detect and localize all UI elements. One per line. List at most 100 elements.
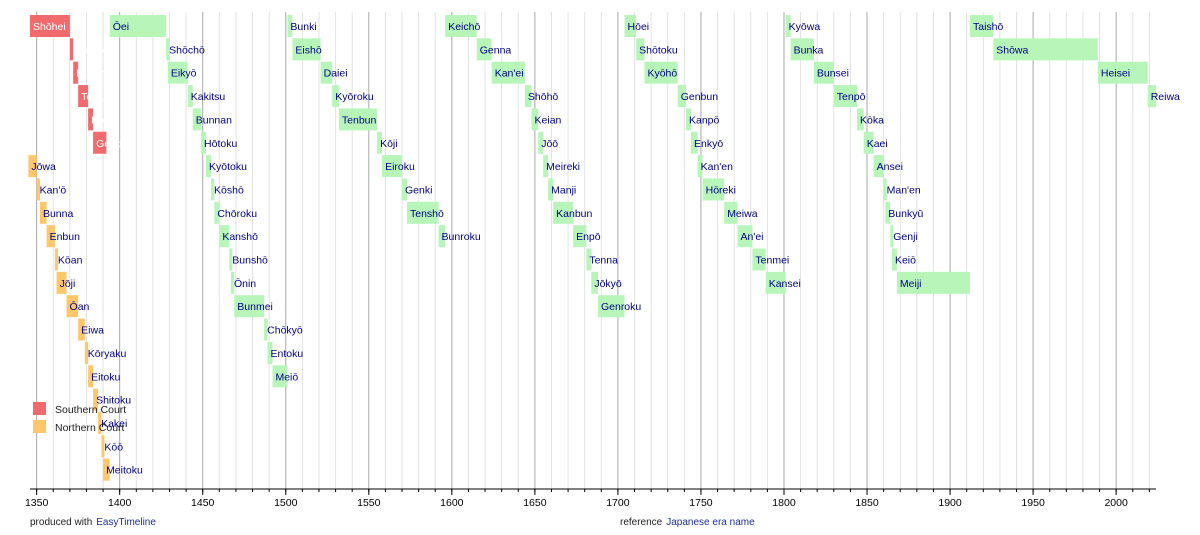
era-label-50: Keian bbox=[535, 114, 562, 126]
era-label-21: Shōchō bbox=[169, 44, 205, 56]
era-label-53: Manji bbox=[551, 184, 576, 196]
era-bar-63 bbox=[686, 108, 691, 131]
x-tick-label-0: 1350 bbox=[25, 497, 49, 509]
era-label-34: Entoku bbox=[270, 348, 303, 360]
era-bar-53 bbox=[548, 178, 554, 201]
japanese-era-name-link[interactable]: Japanese era name bbox=[666, 517, 755, 528]
era-label-49: Shōhō bbox=[528, 91, 559, 103]
era-bar-69 bbox=[752, 248, 766, 271]
x-tick-label-1: 1400 bbox=[108, 497, 132, 509]
legend-swatch-northern bbox=[33, 420, 46, 433]
era-label-17: Kakei bbox=[101, 418, 127, 430]
era-label-59: Hōei bbox=[628, 21, 650, 33]
era-bar-34 bbox=[267, 341, 273, 364]
x-tick-label-6: 1650 bbox=[523, 497, 547, 509]
easytimeline-link[interactable]: EasyTimeline bbox=[96, 517, 156, 528]
era-bar-25 bbox=[201, 131, 207, 154]
era-bar-19 bbox=[103, 458, 110, 481]
era-label-55: Enpō bbox=[576, 231, 601, 243]
era-label-72: Bunka bbox=[794, 44, 824, 56]
era-label-85: Heisei bbox=[1101, 68, 1130, 80]
era-bar-85 bbox=[1097, 61, 1148, 84]
footer-reference: reference Japanese era name bbox=[620, 517, 755, 528]
era-bar-75 bbox=[857, 108, 864, 131]
era-bar-60 bbox=[636, 38, 645, 61]
era-label-54: Kanbun bbox=[556, 208, 592, 220]
era-label-19: Meitoku bbox=[106, 465, 143, 477]
era-label-7: Kan'ō bbox=[40, 184, 67, 196]
era-bar-1 bbox=[69, 38, 74, 61]
era-label-83: Taishō bbox=[973, 21, 1004, 33]
era-bar-58 bbox=[597, 295, 625, 318]
era-label-13: Eiwa bbox=[81, 325, 104, 337]
era-label-66: Hōreki bbox=[706, 184, 736, 196]
grid-lines bbox=[36, 12, 1150, 489]
era-bar-66 bbox=[702, 178, 725, 201]
era-label-78: Man'en bbox=[887, 184, 921, 196]
era-label-4: Kōwa bbox=[91, 114, 117, 126]
era-bar-18 bbox=[101, 435, 105, 458]
era-bar-42 bbox=[382, 155, 403, 178]
x-tick-label-13: 2000 bbox=[1104, 497, 1128, 509]
era-label-67: Meiwa bbox=[727, 208, 758, 220]
era-bar-38 bbox=[320, 61, 333, 84]
era-bar-59 bbox=[624, 15, 637, 37]
era-bar-29 bbox=[219, 225, 230, 248]
era-label-75: Kōka bbox=[860, 114, 884, 126]
era-bar-52 bbox=[543, 155, 549, 178]
era-label-6: Jōwa bbox=[31, 161, 56, 173]
era-bar-32 bbox=[234, 295, 265, 318]
era-label-5: Genchū bbox=[96, 138, 133, 150]
era-label-32: Bunmei bbox=[237, 301, 273, 313]
era-label-1: Kentoku bbox=[73, 44, 112, 56]
legend-southern-court: Southern Court bbox=[33, 402, 126, 416]
x-tick-label-2: 1450 bbox=[191, 497, 215, 509]
era-label-51: Jōō bbox=[541, 138, 558, 150]
era-bar-45 bbox=[438, 225, 446, 248]
era-bar-46 bbox=[445, 15, 477, 37]
era-bar-13 bbox=[78, 318, 85, 341]
x-tick-label-5: 1600 bbox=[440, 497, 464, 509]
era-bar-61 bbox=[644, 61, 678, 84]
era-label-28: Chōroku bbox=[217, 208, 257, 220]
era-bar-86 bbox=[1147, 85, 1156, 108]
era-label-36: Bunki bbox=[290, 21, 316, 33]
x-tick-label-4: 1550 bbox=[357, 497, 381, 509]
era-bar-67 bbox=[724, 201, 738, 224]
era-bar-15 bbox=[88, 365, 94, 388]
era-label-16: Shitoku bbox=[96, 395, 131, 407]
era-label-9: Enbun bbox=[50, 231, 81, 243]
era-bar-51 bbox=[538, 131, 544, 154]
era-label-39: Kyōroku bbox=[335, 91, 374, 103]
era-bar-76 bbox=[863, 131, 874, 154]
footer-produced-with: produced with EasyTimeline bbox=[30, 517, 156, 528]
era-bar-11 bbox=[56, 271, 67, 294]
era-bar-40 bbox=[338, 108, 378, 131]
reference-text: reference bbox=[620, 517, 663, 528]
x-tick-label-10: 1850 bbox=[855, 497, 879, 509]
era-label-61: Kyōhō bbox=[647, 68, 677, 80]
era-bar-81 bbox=[891, 248, 897, 271]
era-label-8: Bunna bbox=[43, 208, 74, 220]
era-bar-64 bbox=[690, 131, 698, 154]
era-bar-41 bbox=[377, 131, 383, 154]
x-tick-label-11: 1900 bbox=[938, 497, 962, 509]
era-label-2: Bunchū bbox=[76, 68, 112, 80]
era-label-73: Bunsei bbox=[817, 68, 849, 80]
era-bar-4 bbox=[88, 108, 94, 131]
era-bar-57 bbox=[591, 271, 598, 294]
era-label-14: Kōryaku bbox=[88, 348, 127, 360]
x-axis: 1350 1400 1450 1500 1550 1600 1650 1700 1750 1800… bbox=[25, 488, 1156, 509]
era-bar-26 bbox=[206, 155, 212, 178]
x-tick-label-12: 1950 bbox=[1021, 497, 1045, 509]
era-label-35: Meiō bbox=[275, 371, 298, 383]
era-bar-20 bbox=[109, 15, 167, 37]
era-label-12: Ōan bbox=[70, 301, 90, 313]
era-bar-27 bbox=[211, 178, 215, 201]
era-label-44: Tenshō bbox=[410, 208, 444, 220]
era-label-43: Genki bbox=[405, 184, 432, 196]
era-label-56: Tenna bbox=[589, 255, 618, 267]
era-bar-74 bbox=[833, 85, 858, 108]
era-label-65: Kan'en bbox=[701, 161, 734, 173]
